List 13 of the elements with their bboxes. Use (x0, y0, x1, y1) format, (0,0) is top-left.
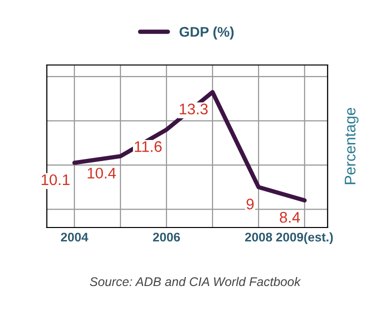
data-label: 10.4 (88, 168, 116, 179)
data-label: 8.4 (280, 212, 300, 223)
x-tick-label: 2004 (60, 232, 88, 242)
y-axis-title: Percentage (344, 108, 359, 184)
legend-label: GDP (%) (180, 26, 234, 40)
data-label: 13.3 (180, 104, 208, 114)
x-tick-label: 2008 (245, 232, 272, 242)
source-note: Source: ADB and CIA World Factbook (90, 276, 302, 286)
data-label: 10.1 (42, 174, 70, 186)
x-tick-label: 2006 (153, 232, 180, 242)
x-tick-label: 2009(est.) (276, 232, 333, 244)
data-label: 11.6 (134, 141, 162, 152)
data-label: 9 (246, 198, 254, 210)
